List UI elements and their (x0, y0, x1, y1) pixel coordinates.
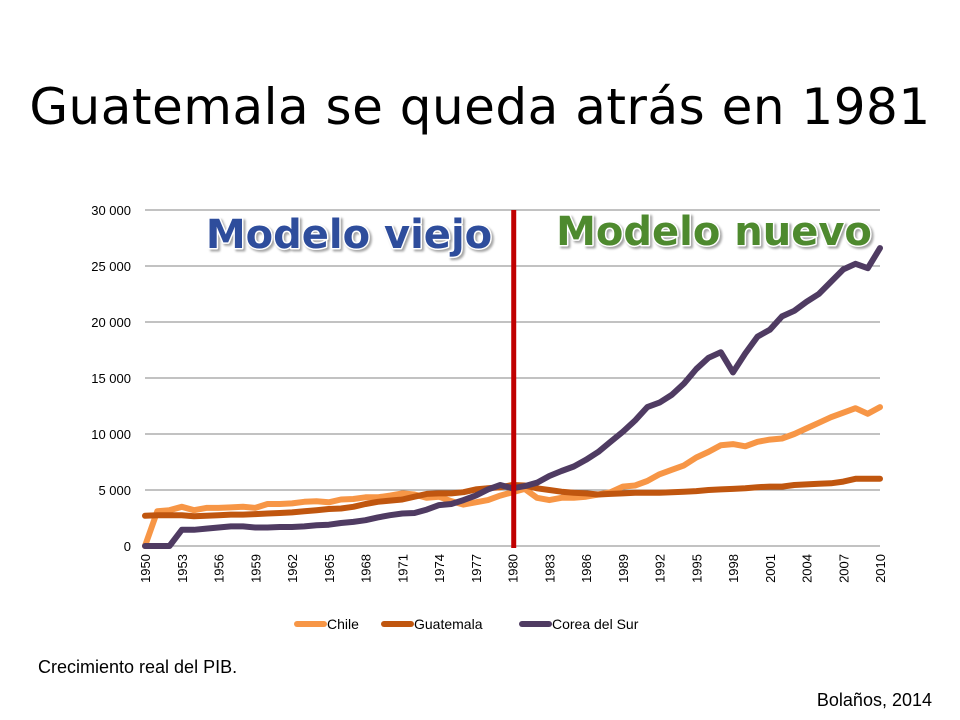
chart-legend: Chile Guatemala Corea del Sur (294, 616, 639, 632)
legend-label: Guatemala (414, 616, 483, 632)
x-tick-label: 2001 (763, 554, 778, 583)
x-tick-label: 2010 (873, 554, 888, 583)
x-tick-label: 1980 (506, 554, 521, 583)
x-tick-label: 1959 (248, 554, 263, 583)
x-tick-label: 1965 (322, 554, 337, 583)
x-tick-label: 1998 (726, 554, 741, 583)
x-tick-label: 1995 (689, 554, 704, 583)
chart-caption: Crecimiento real del PIB. (38, 657, 238, 677)
x-tick-label: 1977 (469, 554, 484, 583)
annotation-modelo-viejo: Modelo viejo (206, 212, 492, 258)
x-tick-label: 1983 (542, 554, 557, 583)
x-tick-label: 1971 (395, 554, 410, 583)
y-tick-label: 0 (124, 539, 131, 554)
x-tick-label: 1953 (175, 554, 190, 583)
y-tick-label: 30 000 (91, 203, 131, 218)
x-tick-label: 1989 (616, 554, 631, 583)
x-tick-label: 1986 (579, 554, 594, 583)
x-tick-label: 1992 (653, 554, 668, 583)
annotation-modelo-nuevo: Modelo nuevo (556, 209, 872, 255)
slide-title: Guatemala se queda atrás en 1981 (29, 78, 931, 136)
x-tick-label: 1962 (285, 554, 300, 583)
x-tick-label: 1974 (432, 554, 447, 583)
source-citation: Bolaños, 2014 (816, 690, 932, 710)
legend-label: Chile (327, 616, 359, 632)
y-tick-label: 25 000 (91, 259, 131, 274)
y-tick-label: 20 000 (91, 315, 131, 330)
y-axis-ticks: 0 5 000 10 000 15 000 20 000 25 000 30 000 (91, 203, 131, 554)
legend-label: Corea del Sur (552, 616, 639, 632)
y-tick-label: 15 000 (91, 371, 131, 386)
x-tick-label: 1956 (212, 554, 227, 583)
x-axis-ticks: 1950 1953 1956 1959 1962 1965 1968 1971 1974 1977… (138, 554, 888, 583)
x-tick-label: 2007 (836, 554, 851, 583)
x-tick-label: 2004 (800, 554, 815, 583)
y-tick-label: 5 000 (98, 483, 131, 498)
x-tick-label: 1950 (138, 554, 153, 583)
x-tick-label: 1968 (359, 554, 374, 583)
y-tick-label: 10 000 (91, 427, 131, 442)
